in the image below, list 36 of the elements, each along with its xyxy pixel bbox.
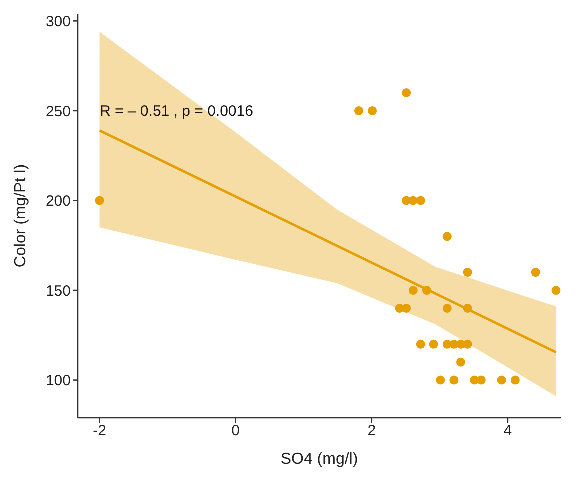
point (416, 196, 426, 206)
y-tick-label: 250 (46, 103, 71, 120)
y-tick-label: 100 (46, 372, 71, 390)
point (463, 304, 472, 313)
line-series (98, 129, 558, 354)
point (354, 106, 364, 116)
x-axis-title: SO4 (mg/l) (280, 451, 358, 468)
point (442, 232, 452, 242)
point (402, 304, 412, 313)
y-tick-label: 300 (46, 14, 71, 31)
annotation: R = – 0.51 , p = 0.0016 (100, 103, 254, 120)
point (476, 376, 486, 385)
x-tick-label: 4 (504, 422, 512, 440)
point (408, 286, 418, 296)
point (450, 376, 459, 385)
point (463, 340, 472, 349)
x-tick-label: -2 (93, 422, 106, 440)
y-tick-label: 150 (46, 282, 71, 300)
point (442, 304, 452, 313)
point (95, 196, 104, 206)
x-tick-label: 2 (368, 422, 376, 440)
point (531, 268, 540, 278)
x-tick-label: 0 (232, 422, 240, 440)
point (456, 358, 466, 367)
point (510, 376, 520, 385)
point (368, 106, 378, 116)
y-tick-label: 200 (46, 193, 71, 210)
y-axis-title: Color (mg/Pt l) (12, 164, 30, 268)
point (497, 376, 506, 385)
point (552, 286, 561, 296)
point (402, 88, 412, 98)
point (463, 268, 472, 278)
point (422, 286, 432, 296)
point (436, 376, 446, 385)
point (429, 340, 438, 349)
point (416, 340, 426, 349)
